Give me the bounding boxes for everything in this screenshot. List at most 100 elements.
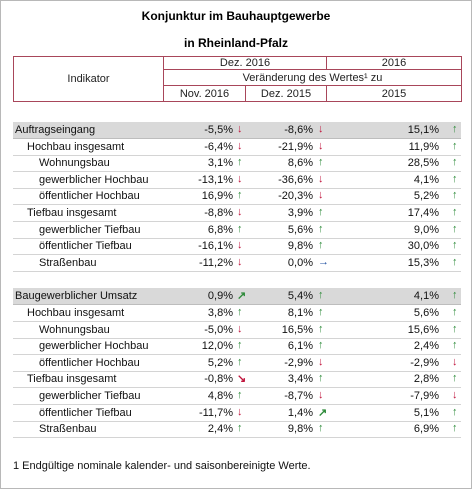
cell-value: 3,4%	[287, 373, 313, 386]
cell-value: 2,4%	[207, 423, 233, 436]
table-row: Auftragseingang -5,5% ↓ -8,6% ↓ 15,1% ↑	[13, 122, 461, 139]
trend-arrow: ↑	[452, 289, 458, 302]
trend-arrow: ↑	[452, 405, 458, 418]
row-label: Baugewerblicher Umsatz	[15, 290, 138, 303]
trend-arrow: ↓	[237, 239, 243, 252]
cell-value: 5,2%	[207, 356, 233, 369]
table-row: gewerblicher Hochbau -13,1% ↓ -36,6% ↓ 4,1% ↑	[13, 172, 461, 189]
cell-value: 8,6%	[287, 157, 313, 170]
trend-arrow: ↑	[237, 306, 243, 318]
cell-value: 4,1%	[413, 290, 439, 303]
trend-arrow: ↓	[237, 139, 243, 152]
cell-value: 6,9%	[413, 423, 439, 436]
trend-arrow: ↗	[237, 290, 247, 303]
cell-value: -8,6%	[284, 124, 313, 136]
cell-value: -20,3%	[278, 190, 313, 203]
table-row: Hochbau insgesamt 3,8% ↑ 8,1% ↑ 5,6% ↑	[13, 305, 461, 322]
trend-arrow: ↓	[237, 206, 243, 218]
trend-arrow: ↑	[237, 422, 243, 435]
trend-arrow: ↑	[237, 389, 243, 401]
trend-arrow: ↑	[237, 339, 243, 352]
header-cell: Nov. 2016	[163, 85, 246, 102]
cell-value: 0,9%	[207, 290, 233, 303]
trend-arrow: ↑	[452, 255, 458, 268]
table-row: Tiefbau insgesamt -0,8% ↘ 3,4% ↑ 2,8% ↑	[13, 371, 461, 389]
trend-arrow: ↑	[452, 239, 458, 252]
trend-arrow: ↓	[237, 322, 243, 335]
trend-arrow: ↓	[318, 123, 324, 135]
cell-value: 16,5%	[281, 323, 313, 336]
header-cell: Indikator	[13, 56, 164, 102]
row-label: Straßenbau	[39, 256, 97, 269]
header-cell: Veränderung des Wertes¹ zu	[163, 69, 462, 86]
trend-arrow: ↗	[318, 406, 328, 419]
cell-value: 6,1%	[287, 340, 313, 353]
trend-arrow: ↑	[452, 123, 458, 135]
cell-value: 17,4%	[407, 207, 439, 219]
cell-value: -36,6%	[278, 173, 313, 186]
trend-arrow: ↑	[452, 339, 458, 352]
row-label: Wohnungsbau	[39, 157, 110, 170]
trend-arrow: ↑	[318, 372, 324, 385]
trend-arrow: ↑	[318, 339, 324, 352]
cell-value: -5,5%	[204, 124, 233, 136]
trend-arrow: ↑	[318, 239, 324, 252]
trend-arrow: ↓	[318, 355, 324, 368]
trend-arrow: ↑	[318, 306, 324, 318]
trend-arrow: ↑	[237, 355, 243, 368]
cell-value: -8,8%	[204, 207, 233, 219]
header-cell: Dez. 2016	[163, 56, 327, 70]
trend-arrow: ↑	[237, 189, 243, 202]
cell-value: -2,9%	[284, 356, 313, 369]
cell-value: -2,9%	[410, 356, 439, 369]
cell-value: 3,1%	[207, 157, 233, 170]
table-row: Straßenbau -11,2% ↓ 0,0% → 15,3% ↑	[13, 255, 461, 272]
cell-value: 30,0%	[407, 240, 439, 253]
cell-value: 12,0%	[201, 340, 233, 353]
cell-value: 1,4%	[287, 406, 313, 419]
row-label: gewerblicher Tiefbau	[39, 223, 141, 236]
cell-value: 15,1%	[407, 124, 439, 136]
title: Konjunktur im Bauhauptgewerbe	[141, 9, 331, 23]
cell-value: 5,6%	[287, 223, 313, 236]
cell-value: -16,1%	[198, 240, 233, 253]
row-label: öffentlicher Hochbau	[39, 190, 140, 203]
trend-arrow: ↓	[237, 405, 243, 418]
trend-arrow: ↓	[452, 355, 458, 368]
row-label: Auftragseingang	[15, 124, 96, 136]
cell-value: 5,4%	[287, 290, 313, 303]
trend-arrow: →	[318, 255, 329, 268]
trend-arrow: ↑	[452, 156, 458, 169]
trend-arrow: ↑	[452, 322, 458, 335]
cell-value: 8,1%	[287, 307, 313, 319]
trend-arrow: ↑	[318, 322, 324, 335]
cell-value: 5,6%	[413, 307, 439, 319]
table-row: Hochbau insgesamt -6,4% ↓ -21,9% ↓ 11,9% ↑	[13, 139, 461, 156]
trend-arrow: ↑	[452, 189, 458, 202]
cell-value: 2,4%	[413, 340, 439, 353]
cell-value: 2,8%	[413, 373, 439, 386]
trend-arrow: ↓	[237, 255, 243, 268]
trend-arrow: ↑	[452, 172, 458, 185]
cell-value: 6,8%	[207, 223, 233, 236]
table-row: öffentlicher Tiefbau -16,1% ↓ 9,8% ↑ 30,0% ↑	[13, 238, 461, 256]
trend-arrow: ↓	[318, 172, 324, 185]
trend-arrow: ↑	[318, 289, 324, 302]
cell-value: 9,8%	[287, 240, 313, 253]
subtitle: in Rheinland-Pfalz	[183, 36, 288, 50]
cell-value: -21,9%	[278, 140, 313, 153]
table-row: Tiefbau insgesamt -8,8% ↓ 3,9% ↑ 17,4% ↑	[13, 205, 461, 222]
cell-value: -0,8%	[204, 373, 233, 386]
cell-value: -7,9%	[410, 390, 439, 402]
table-row: Straßenbau 2,4% ↑ 9,8% ↑ 6,9% ↑	[13, 421, 461, 439]
trend-arrow: ↑	[452, 372, 458, 385]
footnote: 1 Endgültige nominale kalender- und sais…	[13, 460, 311, 472]
trend-arrow: ↑	[452, 206, 458, 218]
row-label: Tiefbau insgesamt	[27, 207, 117, 219]
cell-value: 28,5%	[407, 157, 439, 170]
cell-value: 5,1%	[413, 406, 439, 419]
cell-value: 15,6%	[407, 323, 439, 336]
cell-value: 9,8%	[287, 423, 313, 436]
header-cell: 2015	[326, 85, 462, 102]
